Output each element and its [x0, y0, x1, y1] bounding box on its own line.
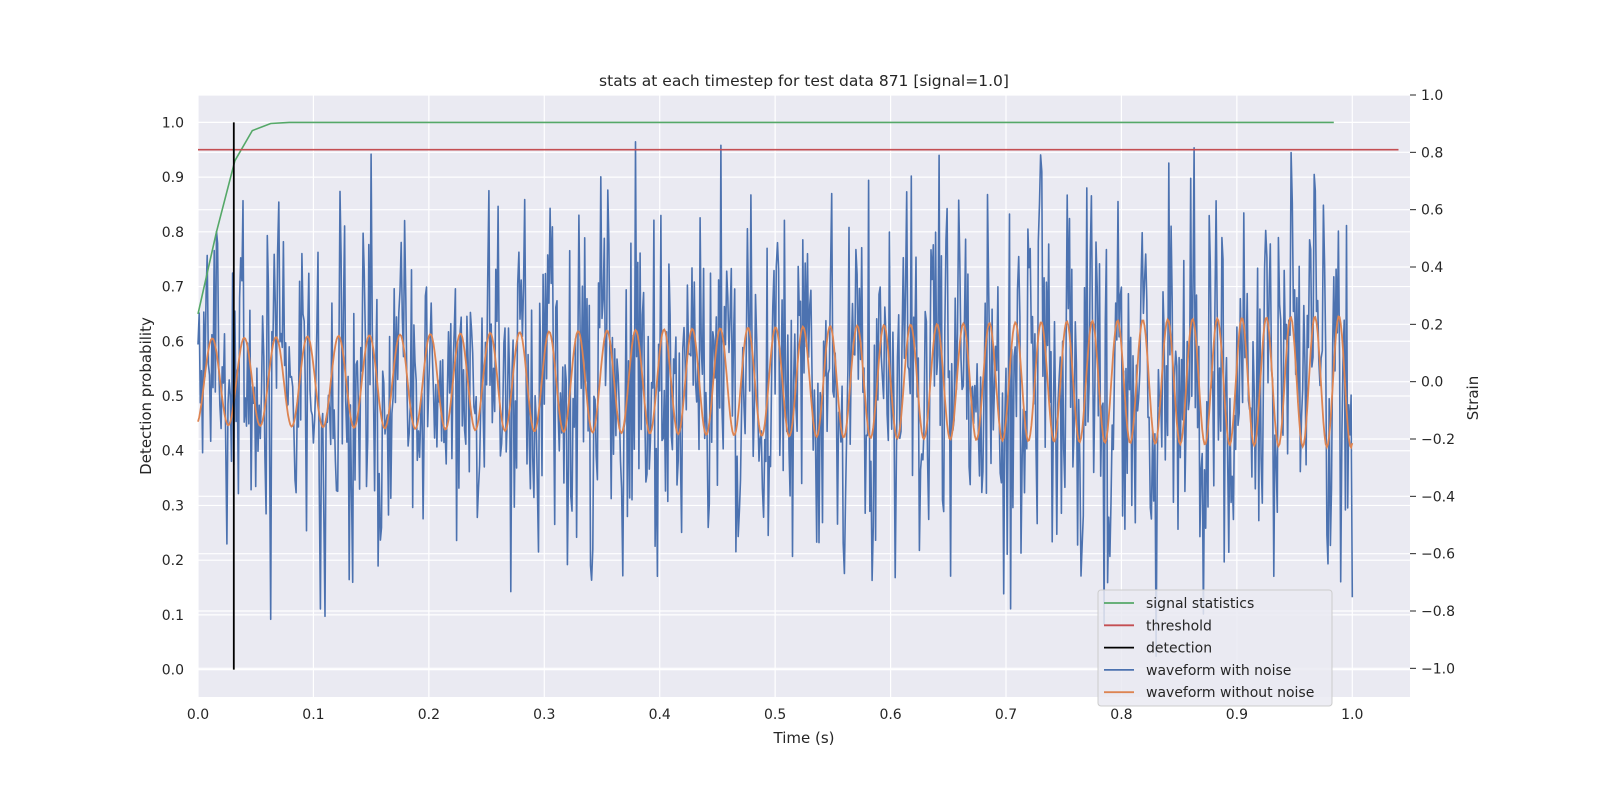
y-tick-label: 0.8 — [162, 225, 184, 241]
y-tick-label: 0.6 — [162, 334, 184, 350]
y2-tick-label: −0.2 — [1421, 432, 1455, 448]
y-axis-right: −1.0 −0.8 −0.6 −0.4 −0.2 0.0 0.2 0.4 0.6 0.8 1.0 — [1410, 88, 1455, 677]
y2-tick-label: 1.0 — [1421, 88, 1443, 104]
legend-label: signal statistics — [1146, 596, 1254, 612]
y-tick-label: 0.3 — [162, 498, 184, 514]
y-tick-label: 0.7 — [162, 280, 184, 296]
legend-label: threshold — [1146, 618, 1212, 634]
y2-tick-label: −0.4 — [1421, 489, 1455, 505]
y-tick-label: 0.4 — [162, 444, 184, 460]
y2-tick-label: 0.2 — [1421, 317, 1443, 333]
y-tick-label: 0.0 — [162, 663, 184, 679]
y2-tick-label: −1.0 — [1421, 661, 1455, 677]
x-tick-label: 0.2 — [418, 707, 440, 723]
x-tick-label: 0.4 — [649, 707, 671, 723]
x-tick-label: 0.6 — [879, 707, 901, 723]
legend-label: waveform without noise — [1146, 685, 1314, 701]
legend-box — [1097, 589, 1333, 707]
x-tick-label: 0.8 — [1110, 707, 1132, 723]
x-tick-label: 0.9 — [1226, 707, 1248, 723]
x-tick-label: 1.0 — [1341, 707, 1363, 723]
y-tick-label: 0.1 — [162, 608, 184, 624]
series-line-waveform-without-noise — [197, 315, 1354, 450]
x-tick-label: 0.0 — [187, 707, 209, 723]
y2-tick-label: 0.8 — [1421, 145, 1443, 161]
series-line-signal-statistics — [197, 121, 1334, 315]
x-tick-label: 0.3 — [533, 707, 555, 723]
legend-label: waveform with noise — [1146, 663, 1291, 679]
legend: signal statistics threshold detection wavef… — [1097, 589, 1333, 707]
y2-tick-label: 0.6 — [1421, 203, 1443, 219]
y2-axis-label: Strain — [1464, 376, 1482, 420]
y-tick-label: 0.2 — [162, 553, 184, 569]
y2-tick-label: −0.8 — [1421, 604, 1455, 620]
y-axis-label: Detection probability — [137, 317, 155, 475]
series-layer — [197, 121, 1399, 670]
y2-tick-label: 0.0 — [1421, 375, 1443, 391]
y2-tick-label: −0.6 — [1421, 547, 1455, 563]
legend-label: detection — [1146, 641, 1212, 657]
x-tick-label: 0.1 — [302, 707, 324, 723]
y-tick-label: 1.0 — [162, 115, 184, 131]
chart-title: stats at each timestep for test data 871… — [599, 72, 1009, 90]
x-tick-label: 0.5 — [764, 707, 786, 723]
y-axis-left: 0.0 0.1 0.2 0.3 0.4 0.5 0.6 0.7 0.8 0.9 1.0 — [162, 115, 184, 678]
y-tick-label: 0.5 — [162, 389, 184, 405]
y2-tick-label: 0.4 — [1421, 260, 1443, 276]
x-axis: 0.0 0.1 0.2 0.3 0.4 0.5 0.6 0.7 0.8 0.9 1.0 — [187, 707, 1364, 723]
x-axis-label: Time (s) — [773, 729, 835, 747]
x-tick-label: 0.7 — [995, 707, 1017, 723]
y-tick-label: 0.9 — [162, 170, 184, 186]
